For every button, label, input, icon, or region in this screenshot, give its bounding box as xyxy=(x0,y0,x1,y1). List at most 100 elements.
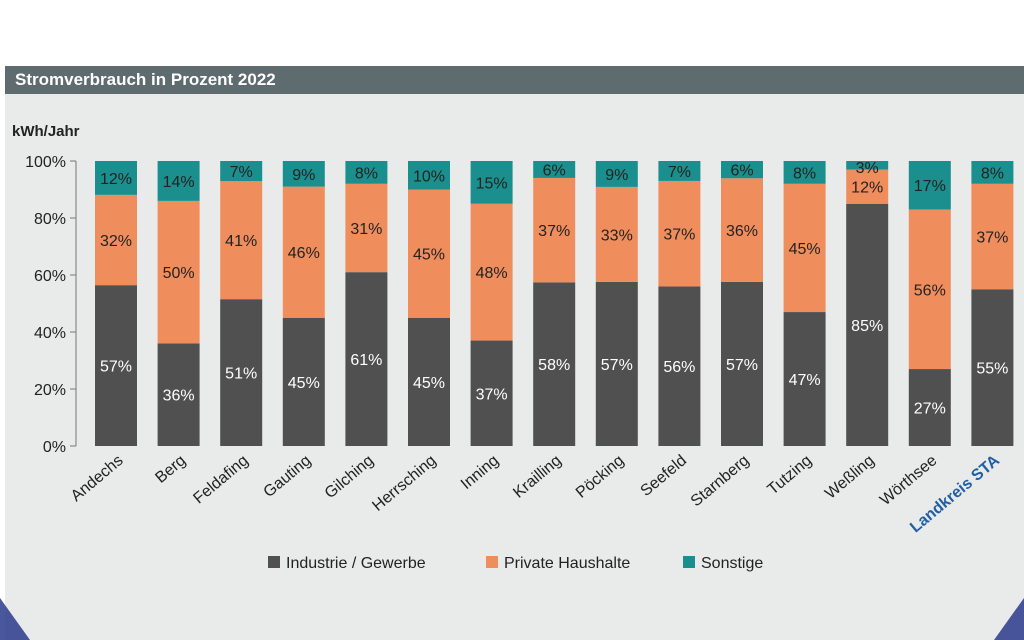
bar-segment xyxy=(846,169,889,204)
legend: Industrie / Gewerbe Private Haushalte Sons… xyxy=(268,555,763,572)
data-label: 6% xyxy=(730,163,753,180)
bar-segment xyxy=(157,200,200,344)
data-label: 17% xyxy=(914,178,946,195)
y-tick-label: 80% xyxy=(34,211,66,228)
data-label: 41% xyxy=(225,233,257,250)
data-label: 57% xyxy=(100,359,132,376)
data-label: 61% xyxy=(350,352,382,369)
x-tick-label: Inning xyxy=(458,452,502,493)
chart-title: Stromverbrauch in Prozent 2022 xyxy=(15,70,276,89)
bar-segment xyxy=(595,186,638,282)
data-label: 12% xyxy=(100,171,132,188)
y-axis-title: kWh/Jahr xyxy=(12,123,80,140)
data-label: 56% xyxy=(914,282,946,299)
chart-title-bar: Stromverbrauch in Prozent 2022 xyxy=(5,66,1024,94)
data-label: 85% xyxy=(851,318,883,335)
data-label: 58% xyxy=(538,357,570,374)
data-label: 45% xyxy=(413,375,445,392)
data-label: 47% xyxy=(789,372,821,389)
bar-segment xyxy=(282,186,325,318)
data-label: 7% xyxy=(668,164,691,181)
data-label: 56% xyxy=(663,359,695,376)
data-label: 8% xyxy=(793,165,816,182)
data-label: 55% xyxy=(976,361,1008,378)
x-tick-label: Starnberg xyxy=(688,452,753,510)
data-label: 9% xyxy=(292,167,315,184)
bar-segment xyxy=(408,161,450,190)
bar-segment xyxy=(345,183,388,273)
bar-segment xyxy=(345,161,388,184)
data-label: 31% xyxy=(350,221,382,238)
bar-segment xyxy=(783,183,826,313)
data-label: 36% xyxy=(163,388,195,405)
bars-layer xyxy=(95,161,1014,446)
bar-segment xyxy=(470,203,513,341)
data-label: 6% xyxy=(543,162,566,179)
bar-segment xyxy=(971,289,1014,446)
data-label: 33% xyxy=(601,227,633,244)
data-label: 50% xyxy=(163,265,195,282)
x-tick-label: Gilching xyxy=(322,452,377,502)
data-labels-layer: 57% 32% 12% 36% 50% 14% 51% 41% 7% 45% 46% 9% 61% 31%… xyxy=(100,160,1008,418)
bar-segment xyxy=(846,161,889,170)
bar-segment xyxy=(721,281,763,446)
bar-segment xyxy=(783,312,826,446)
data-label: 9% xyxy=(605,167,628,184)
legend-swatch xyxy=(683,556,695,568)
bar-segment xyxy=(908,209,951,370)
y-tick-label: 100% xyxy=(25,154,66,171)
data-label: 15% xyxy=(476,175,508,192)
y-tick-label: 60% xyxy=(34,268,66,285)
data-label: 45% xyxy=(789,241,821,258)
x-tick-label: Wörthsee xyxy=(877,452,940,509)
data-label: 36% xyxy=(726,223,758,240)
bar-segment xyxy=(658,161,701,181)
bar-segment xyxy=(783,161,826,184)
bar-segment xyxy=(157,343,200,446)
legend-label: Sonstige xyxy=(701,555,763,572)
bar-segment xyxy=(533,282,576,446)
bar-segment xyxy=(95,285,137,446)
data-label: 3% xyxy=(856,160,879,177)
x-tick-label: Berg xyxy=(152,452,189,487)
bar-segment xyxy=(220,299,263,446)
data-label: 8% xyxy=(981,165,1004,182)
bar-segment xyxy=(95,161,137,195)
bar-segment xyxy=(345,272,388,446)
data-label: 45% xyxy=(413,247,445,264)
data-label: 45% xyxy=(288,375,320,392)
data-label: 48% xyxy=(476,265,508,282)
bar-segment xyxy=(721,161,763,179)
bar-segment xyxy=(971,161,1014,184)
bar-segment xyxy=(470,340,513,446)
bar-segment xyxy=(658,180,701,287)
bar-segment xyxy=(533,161,576,178)
bar-segment xyxy=(220,161,263,182)
data-label: 27% xyxy=(914,401,946,418)
data-label: 46% xyxy=(288,245,320,262)
bar-segment xyxy=(408,189,450,318)
y-tick-label: 20% xyxy=(34,382,66,399)
y-tick-label: 0% xyxy=(43,439,66,456)
x-tick-label: Weßling xyxy=(822,452,878,503)
data-label: 32% xyxy=(100,233,132,250)
data-label: 10% xyxy=(413,168,445,185)
bar-segment xyxy=(971,183,1014,290)
data-label: 57% xyxy=(726,357,758,374)
x-tick-label: Pöcking xyxy=(573,452,628,502)
data-label: 8% xyxy=(355,165,378,182)
bar-segment xyxy=(282,161,325,187)
bar-segment xyxy=(595,281,638,446)
data-label: 14% xyxy=(163,174,195,191)
data-label: 37% xyxy=(663,227,695,244)
bar-segment xyxy=(908,161,951,210)
data-label: 37% xyxy=(538,223,570,240)
data-label: 57% xyxy=(601,357,633,374)
x-tick-label: Gauting xyxy=(261,452,315,501)
x-tick-label: Krailling xyxy=(510,452,565,502)
legend-label: Industrie / Gewerbe xyxy=(286,555,426,572)
bar-segment xyxy=(220,181,263,300)
bar-segment xyxy=(282,317,325,446)
